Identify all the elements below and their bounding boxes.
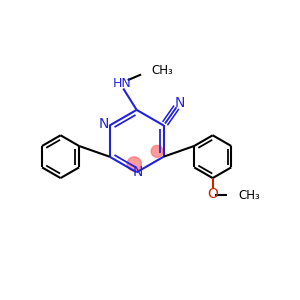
Text: N: N (174, 96, 184, 110)
Text: HN: HN (112, 76, 131, 90)
Text: CH₃: CH₃ (238, 188, 260, 202)
Text: N: N (99, 117, 110, 131)
Text: CH₃: CH₃ (151, 64, 172, 77)
Text: O: O (207, 187, 218, 201)
Text: N: N (133, 165, 143, 179)
Circle shape (127, 157, 141, 171)
Circle shape (151, 146, 163, 157)
